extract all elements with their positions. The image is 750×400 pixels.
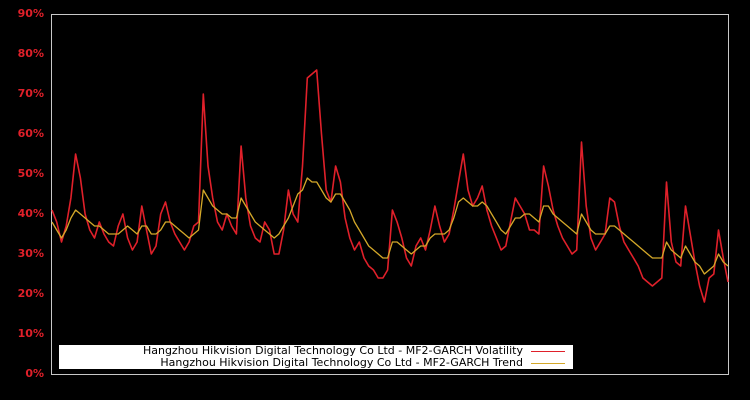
volatility-line (51, 69, 729, 303)
legend: Hangzhou Hikvision Digital Technology Co… (59, 345, 573, 369)
trend-line (51, 177, 729, 275)
legend-swatch-trend (531, 362, 565, 364)
legend-item-volatility: Hangzhou Hikvision Digital Technology Co… (143, 345, 565, 357)
y-tick-label: 70% (17, 87, 44, 100)
y-tick-label: 90% (17, 7, 44, 20)
y-tick-label: 20% (17, 287, 44, 300)
y-tick-label: 50% (17, 167, 44, 180)
legend-label: Hangzhou Hikvision Digital Technology Co… (160, 356, 523, 369)
y-tick-label: 30% (17, 247, 44, 260)
legend-item-trend: Hangzhou Hikvision Digital Technology Co… (160, 357, 565, 369)
y-tick-label: 60% (17, 127, 44, 140)
legend-swatch-volatility (531, 350, 565, 352)
y-tick-label: 0% (25, 367, 44, 380)
legend-label: Hangzhou Hikvision Digital Technology Co… (142, 344, 523, 357)
y-tick-label: 80% (17, 47, 44, 60)
y-tick-label: 10% (17, 327, 44, 340)
y-tick-label: 40% (17, 207, 44, 220)
plot-frame (51, 14, 729, 375)
